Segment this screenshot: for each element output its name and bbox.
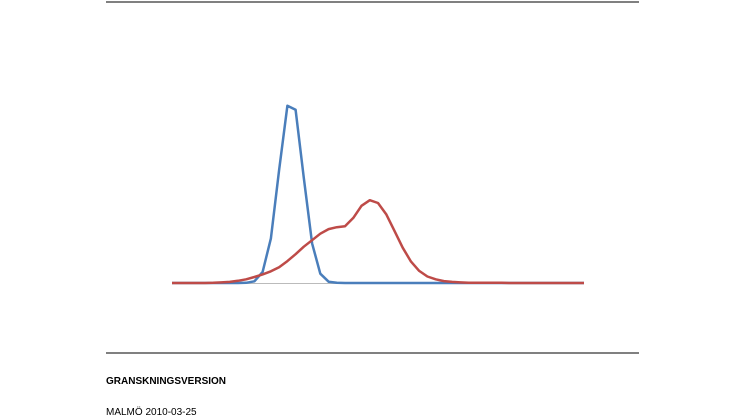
series-line (172, 198, 584, 285)
status: GRANSKNINGSVERSION (106, 376, 226, 387)
place-date: MALMÖ 2010-03-25 (106, 406, 197, 418)
series-line (172, 104, 584, 285)
